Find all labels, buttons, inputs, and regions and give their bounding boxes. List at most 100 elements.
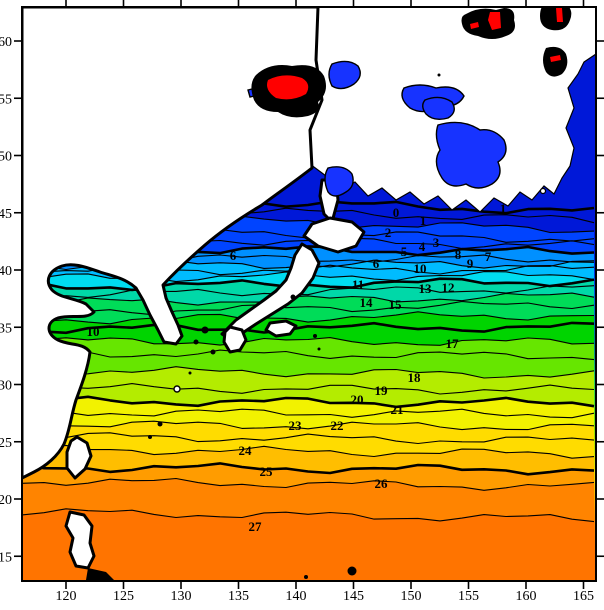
isotherm-line bbox=[22, 285, 595, 299]
y-tick-label: 30 bbox=[0, 379, 12, 394]
isotherm-label: 24 bbox=[239, 443, 253, 458]
y-tick-label: 35 bbox=[0, 321, 12, 336]
y-tick-label: 55 bbox=[0, 92, 12, 107]
small-island-dot bbox=[157, 421, 163, 427]
small-island-dot bbox=[210, 349, 216, 355]
sea-temperature-bands bbox=[22, 40, 596, 581]
isotherm-line bbox=[22, 348, 595, 361]
red-island-core bbox=[470, 22, 479, 29]
x-tick-label: 150 bbox=[401, 589, 422, 604]
isotherm-label: 1 bbox=[500, 201, 507, 216]
isotherm-label: 8 bbox=[455, 247, 462, 262]
small-island-dot bbox=[193, 339, 199, 345]
isotherm-label: 26 bbox=[375, 476, 389, 491]
y-tick-label: 15 bbox=[0, 550, 12, 565]
small-island-dot bbox=[201, 326, 209, 334]
temp-band bbox=[22, 508, 596, 581]
cold-patches-and-islands bbox=[86, 7, 572, 581]
red-island-core bbox=[488, 12, 501, 30]
isotherm-line bbox=[22, 420, 595, 431]
plot-frame bbox=[21, 6, 597, 582]
isotherm-line bbox=[22, 300, 595, 316]
isotherm-line bbox=[22, 477, 595, 491]
small-island-ring bbox=[173, 385, 181, 393]
x-tick-label: 120 bbox=[56, 589, 77, 604]
isotherm-line bbox=[22, 321, 595, 335]
island-blob bbox=[543, 46, 568, 77]
isotherm-line bbox=[22, 337, 595, 346]
isotherm-line bbox=[22, 292, 595, 306]
x-tick-label: 155 bbox=[458, 589, 479, 604]
isotherm-line bbox=[22, 508, 595, 523]
isotherm-label: 22 bbox=[331, 418, 344, 433]
small-island-dot bbox=[188, 371, 192, 375]
x-tick-label: 125 bbox=[113, 589, 134, 604]
isotherm-line bbox=[22, 407, 595, 419]
isotherm-line bbox=[22, 462, 595, 476]
island-blob bbox=[461, 8, 515, 39]
cold-water-patch bbox=[422, 96, 455, 121]
landmass bbox=[65, 435, 93, 480]
isotherm-label: 11 bbox=[352, 277, 364, 292]
small-island-ring bbox=[539, 187, 547, 195]
isotherm-label: 10 bbox=[414, 261, 427, 276]
x-tick-label: 145 bbox=[343, 589, 364, 604]
small-island-dot bbox=[437, 73, 441, 77]
isotherm-label: 0 bbox=[393, 205, 400, 220]
x-tick-label: 135 bbox=[228, 589, 249, 604]
isotherm-label: 19 bbox=[375, 383, 389, 398]
isotherm-label: 27 bbox=[249, 519, 263, 534]
small-island-dot bbox=[290, 294, 296, 300]
isotherm-label: 3 bbox=[433, 235, 440, 250]
y-tick-label: 40 bbox=[0, 264, 12, 279]
red-island-core bbox=[267, 75, 309, 100]
isotherm-label: 18 bbox=[408, 370, 422, 385]
isotherm-line bbox=[22, 395, 595, 409]
axis-ticks bbox=[14, 0, 604, 589]
isotherm-label: 21 bbox=[391, 402, 404, 417]
small-island-dot bbox=[313, 334, 317, 338]
isotherm-line bbox=[22, 366, 595, 379]
isotherm-label: 23 bbox=[289, 418, 303, 433]
y-tick-label: 20 bbox=[0, 493, 12, 508]
small-island-dot bbox=[317, 347, 321, 351]
isotherm-label: 5 bbox=[401, 244, 408, 259]
red-island-core bbox=[556, 8, 563, 22]
y-tick-label: 60 bbox=[0, 35, 12, 50]
x-tick-label: 140 bbox=[286, 589, 307, 604]
isotherm-line bbox=[22, 311, 595, 325]
isotherm-label: 17 bbox=[446, 336, 460, 351]
landmass bbox=[222, 325, 248, 354]
landmass bbox=[22, 7, 324, 480]
isotherm-label: 10 bbox=[87, 324, 100, 339]
small-island-dot bbox=[148, 435, 152, 439]
isotherm-label: 25 bbox=[260, 464, 274, 479]
cold-water-patch bbox=[435, 121, 507, 189]
isotherm-label: 6 bbox=[373, 256, 380, 271]
isotherm-label: 14 bbox=[360, 295, 374, 310]
cold-water-patch bbox=[328, 60, 361, 90]
island-blob bbox=[540, 7, 572, 31]
isotherm-line bbox=[22, 444, 595, 459]
y-axis-tick-labels: 15 20 25 30 35 40 45 50 55 60 bbox=[0, 35, 12, 565]
red-island-core bbox=[550, 55, 561, 62]
isotherm-label: 4 bbox=[419, 239, 426, 254]
isotherm-line bbox=[22, 383, 595, 395]
isotherm-label: 6 bbox=[230, 248, 237, 263]
isotherm-label: 2 bbox=[385, 225, 392, 240]
island-blob bbox=[86, 568, 115, 581]
isotherm-label: 12 bbox=[442, 280, 455, 295]
isotherm-label: 7 bbox=[485, 249, 492, 264]
y-tick-label: 50 bbox=[0, 150, 12, 165]
isotherm-label: 13 bbox=[419, 281, 433, 296]
small-island-dot bbox=[304, 575, 308, 579]
x-tick-label: 130 bbox=[171, 589, 192, 604]
isotherm-label: 1 bbox=[420, 213, 427, 228]
x-axis-tick-labels: 120 125 130 135 140 145 150 155 160 165 bbox=[56, 589, 595, 604]
small-island-dot bbox=[347, 566, 357, 576]
x-tick-label: 160 bbox=[516, 589, 537, 604]
isotherm-label: 9 bbox=[467, 256, 474, 271]
